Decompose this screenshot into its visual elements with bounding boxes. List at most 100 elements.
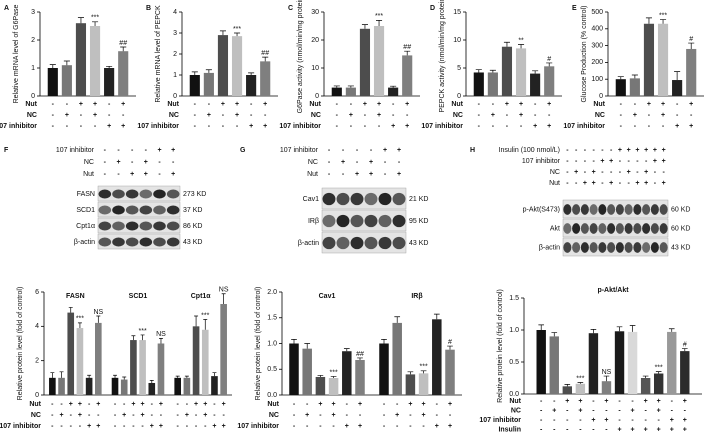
blot-band bbox=[580, 242, 589, 253]
blot-sign: + bbox=[609, 158, 613, 165]
blot-band bbox=[98, 205, 112, 215]
bar bbox=[640, 378, 651, 394]
blot-band bbox=[572, 223, 581, 234]
blot-sign: + bbox=[341, 159, 345, 166]
condition-sign: + bbox=[235, 112, 239, 119]
blot-row-label: Insulin (100 nmol/L) bbox=[499, 147, 560, 154]
condition-sign: + bbox=[448, 401, 452, 408]
significance-label: *** bbox=[375, 13, 383, 20]
blot-sign: - bbox=[575, 180, 578, 187]
bar bbox=[104, 68, 115, 96]
condition-sign: - bbox=[194, 123, 197, 130]
bar bbox=[657, 23, 669, 96]
blot-band bbox=[633, 204, 642, 215]
significance-label: *** bbox=[91, 15, 99, 22]
blot-sign: - bbox=[575, 147, 578, 154]
error-bar bbox=[617, 76, 624, 80]
condition-sign: + bbox=[422, 412, 426, 419]
bar bbox=[118, 51, 129, 96]
error-bar bbox=[420, 370, 427, 374]
error-bar bbox=[631, 74, 638, 79]
condition-sign: + bbox=[395, 412, 399, 419]
blot-sign: - bbox=[104, 147, 107, 154]
condition-sign: + bbox=[578, 398, 582, 405]
y-axis-label: G6Pase activity (nmol/min/mg protein) bbox=[297, 0, 304, 113]
blot-sign: - bbox=[662, 169, 665, 176]
blot-sign: + bbox=[130, 171, 134, 178]
condition-sign: + bbox=[235, 101, 239, 108]
blot-sign: - bbox=[584, 147, 587, 154]
blot-band bbox=[615, 204, 624, 215]
condition-sign: + bbox=[79, 101, 83, 108]
error-bar bbox=[248, 72, 255, 75]
y-tick-label: 10 bbox=[311, 65, 319, 72]
blot-sign: - bbox=[619, 158, 622, 165]
band-size: 95 KD bbox=[409, 218, 428, 225]
y-tick-label: 4 bbox=[35, 323, 39, 330]
error-bar bbox=[158, 338, 163, 344]
condition-sign: + bbox=[332, 401, 336, 408]
blot-sign: + bbox=[583, 180, 587, 187]
blot-band bbox=[153, 205, 166, 215]
y-tick-label: 0.0 bbox=[509, 391, 519, 398]
condition-sign: - bbox=[553, 417, 556, 424]
condition-sign: + bbox=[121, 101, 125, 108]
significance-label: # bbox=[547, 56, 551, 63]
y-tick-label: 3 bbox=[173, 30, 177, 37]
condition-sign: - bbox=[194, 101, 197, 108]
blot-row-label: 107 inhibitor bbox=[56, 147, 95, 154]
condition-sign: - bbox=[88, 401, 91, 408]
error-bar bbox=[532, 70, 539, 74]
blot-band bbox=[615, 223, 624, 234]
significance-label: NS bbox=[156, 331, 166, 338]
blot-sign: - bbox=[627, 158, 630, 165]
condition-sign: - bbox=[364, 112, 367, 119]
y-tick-label: 15 bbox=[453, 9, 461, 16]
band-name: IRβ bbox=[308, 218, 319, 225]
y-tick-label: 1 bbox=[31, 65, 35, 72]
y-tick-label: 0 bbox=[457, 93, 461, 100]
condition-sign: + bbox=[448, 423, 452, 430]
condition-sign: + bbox=[547, 101, 551, 108]
condition-sign: - bbox=[195, 412, 198, 419]
y-tick-label: 100 bbox=[591, 76, 603, 83]
blot-sign: - bbox=[566, 158, 569, 165]
bar bbox=[402, 55, 413, 96]
condition-sign: - bbox=[620, 112, 623, 119]
condition-sign: - bbox=[123, 401, 126, 408]
bar bbox=[627, 331, 638, 394]
y-tick-label: 0 bbox=[173, 93, 177, 100]
error-bar bbox=[68, 307, 73, 313]
condition-sign: + bbox=[683, 426, 687, 433]
blot-sign: - bbox=[654, 169, 657, 176]
blot-row-label: 107 inhibitor bbox=[522, 158, 561, 165]
condition-sign: + bbox=[519, 101, 523, 108]
condition-sign: + bbox=[657, 398, 661, 405]
blot-sign: + bbox=[116, 159, 120, 166]
condition-sign: - bbox=[306, 401, 309, 408]
bar bbox=[89, 26, 101, 96]
condition-sign: + bbox=[604, 417, 608, 424]
band-size: 21 KD bbox=[409, 196, 428, 203]
condition-label: Nut bbox=[167, 101, 179, 108]
y-tick-label: 2.0 bbox=[267, 289, 277, 296]
blot-band bbox=[378, 192, 392, 206]
bar bbox=[246, 75, 257, 96]
condition-sign: + bbox=[435, 423, 439, 430]
error-bar bbox=[447, 345, 453, 350]
condition-sign: - bbox=[350, 123, 353, 130]
condition-sign: + bbox=[519, 112, 523, 119]
bar bbox=[373, 26, 385, 96]
condition-sign: - bbox=[60, 401, 63, 408]
bar bbox=[189, 75, 200, 96]
condition-sign: - bbox=[592, 407, 595, 414]
condition-sign: - bbox=[186, 423, 189, 430]
condition-label: Nut bbox=[309, 101, 321, 108]
bar bbox=[680, 351, 690, 394]
blot-band bbox=[650, 242, 659, 253]
bar bbox=[601, 381, 612, 394]
condition-sign: - bbox=[213, 412, 216, 419]
bar bbox=[139, 340, 146, 395]
blot-sign: - bbox=[145, 147, 148, 154]
condition-sign: - bbox=[177, 401, 180, 408]
